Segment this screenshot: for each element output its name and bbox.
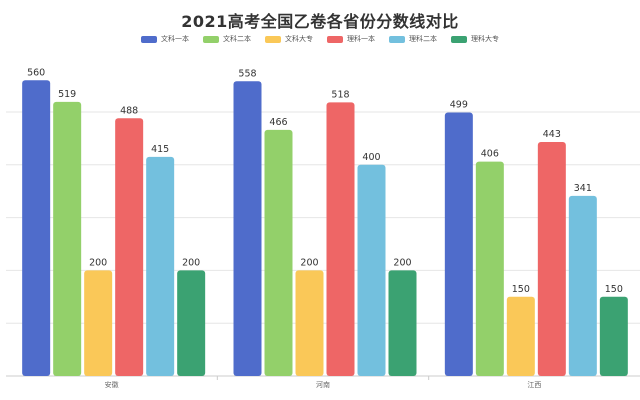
- legend-swatch: [141, 35, 157, 43]
- bar[interactable]: [264, 129, 293, 376]
- bar[interactable]: [146, 156, 175, 376]
- legend-label: 理科二本: [409, 35, 437, 43]
- bar-value-label: 400: [362, 152, 380, 163]
- bar[interactable]: [475, 161, 504, 376]
- bar[interactable]: [53, 101, 82, 376]
- bar-value-label: 519: [58, 89, 76, 100]
- category-label: 河南: [316, 380, 330, 389]
- legend-label: 理科一本: [347, 35, 375, 43]
- bar[interactable]: [444, 112, 473, 376]
- bar-value-label: 558: [238, 68, 256, 79]
- bar[interactable]: [599, 296, 628, 376]
- bar-value-label: 560: [27, 67, 45, 78]
- legend-item[interactable]: 文科二本: [203, 34, 251, 44]
- legend-label: 文科一本: [161, 35, 189, 43]
- legend-label: 理科大专: [471, 35, 499, 43]
- bar[interactable]: [326, 102, 355, 377]
- bar[interactable]: [84, 270, 113, 376]
- bar[interactable]: [357, 164, 386, 376]
- category-label: 安徽: [105, 380, 119, 389]
- category-label: 江西: [527, 381, 541, 389]
- legend-swatch: [265, 35, 281, 43]
- bar-value-label: 415: [151, 144, 169, 155]
- legend-item[interactable]: 文科一本: [141, 34, 189, 44]
- bar-value-label: 150: [605, 284, 623, 295]
- legend-swatch: [203, 35, 219, 43]
- bar-value-label: 150: [512, 284, 530, 295]
- bar[interactable]: [506, 296, 535, 376]
- bar-value-label: 518: [331, 89, 349, 100]
- bar-value-label: 200: [393, 257, 411, 268]
- bar[interactable]: [388, 270, 417, 376]
- legend-item[interactable]: 文科大专: [265, 34, 313, 44]
- legend-item[interactable]: 理科大专: [451, 34, 499, 44]
- bar[interactable]: [115, 118, 144, 377]
- legend-item[interactable]: 理科二本: [389, 34, 437, 44]
- bar[interactable]: [537, 142, 566, 376]
- legend-swatch: [451, 35, 467, 43]
- bar-value-label: 341: [574, 183, 592, 194]
- legend-item[interactable]: 理科一本: [327, 34, 375, 44]
- bar[interactable]: [233, 81, 262, 377]
- bar[interactable]: [295, 270, 324, 376]
- bar-value-label: 406: [481, 149, 499, 160]
- legend: 文科一本 文科二本 文科大专 理科一本 理科二本 理科大专: [0, 34, 640, 44]
- bar-value-label: 466: [269, 117, 287, 128]
- bar-value-label: 499: [450, 99, 468, 110]
- legend-swatch: [327, 35, 343, 43]
- bar-value-label: 200: [182, 257, 200, 268]
- bar[interactable]: [22, 80, 51, 376]
- bar-value-label: 200: [89, 257, 107, 268]
- bar-value-label: 200: [300, 257, 318, 268]
- bar-value-label: 488: [120, 105, 138, 116]
- bar[interactable]: [568, 195, 597, 376]
- legend-label: 文科大专: [285, 35, 313, 43]
- bar[interactable]: [177, 270, 206, 376]
- bar-value-label: 443: [543, 129, 561, 140]
- legend-swatch: [389, 35, 405, 43]
- chart-title: 2021高考全国乙卷各省份分数线对比: [181, 12, 459, 31]
- legend-label: 文科二本: [223, 35, 251, 43]
